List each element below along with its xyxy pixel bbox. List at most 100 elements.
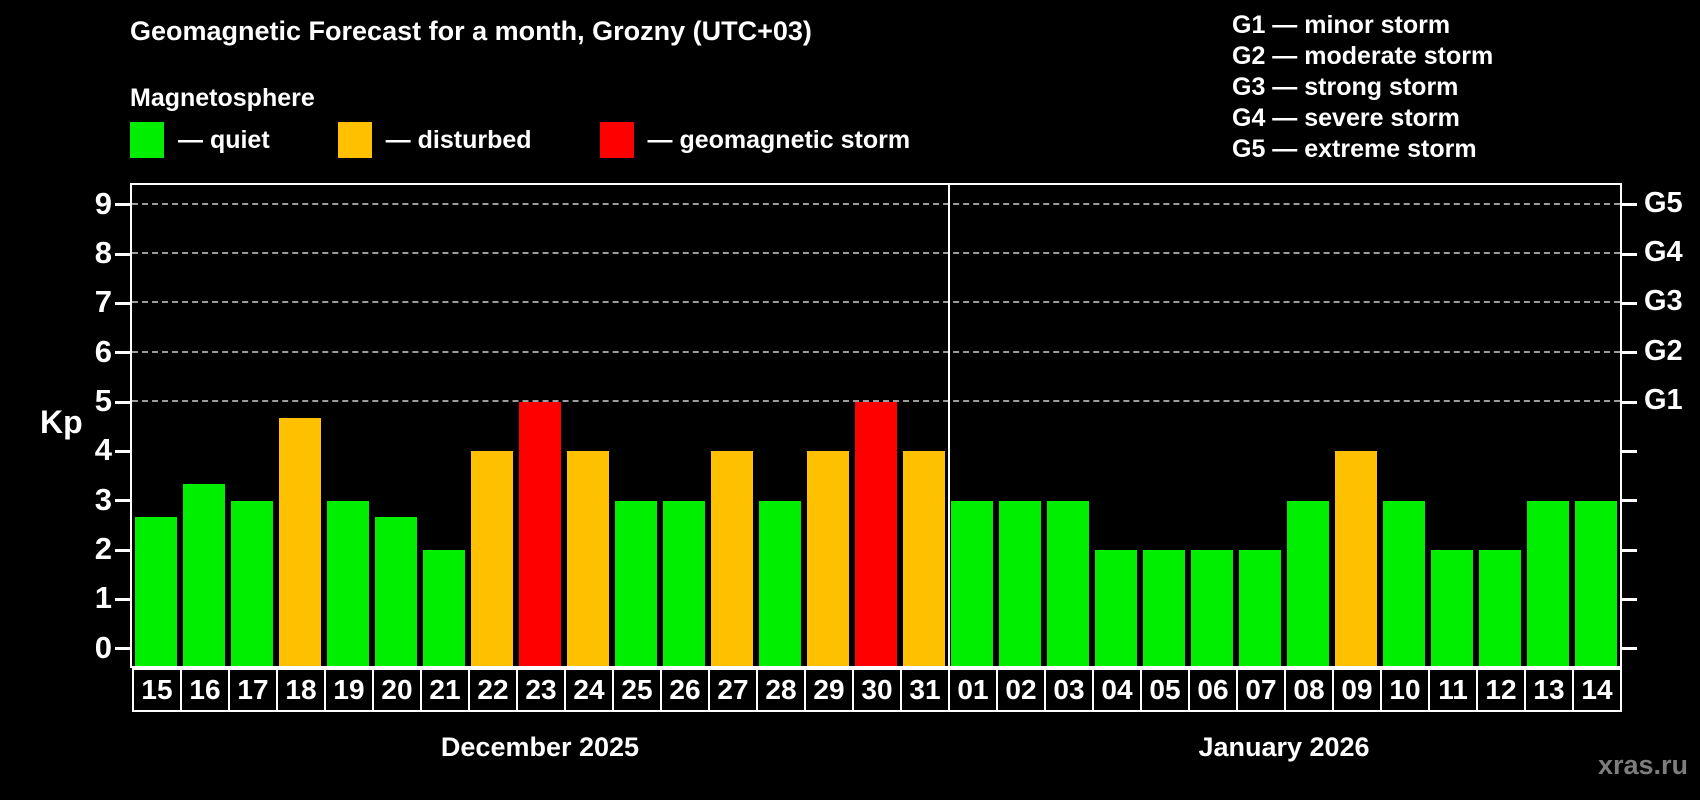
kp-bar bbox=[1095, 550, 1137, 666]
kp-bar bbox=[1287, 500, 1329, 666]
gridline-kp7 bbox=[132, 301, 1620, 304]
y-axis-tick-left bbox=[115, 449, 130, 453]
kp-bar bbox=[1383, 500, 1425, 666]
kp-bar bbox=[567, 451, 609, 666]
legend-item-disturbed: — disturbed bbox=[337, 122, 532, 158]
legend-label-storm: — geomagnetic storm bbox=[647, 125, 911, 154]
y-axis-label: 8 bbox=[94, 235, 112, 271]
g-axis-label: G5 bbox=[1644, 186, 1683, 219]
g-scale-legend-line: G4 — severe storm bbox=[1232, 104, 1460, 132]
day-axis-row: 15 16 17 18 19 20 21 22 23 24 25 26 27 28 29 30 31 01 02 03… bbox=[132, 668, 1622, 712]
kp-bar bbox=[327, 500, 369, 666]
kp-bar bbox=[951, 500, 993, 666]
disturbed-swatch-icon bbox=[337, 122, 372, 158]
storm-swatch-icon bbox=[599, 122, 634, 158]
y-axis-label: 2 bbox=[94, 531, 112, 567]
watermark: xras.ru bbox=[1597, 750, 1688, 780]
kp-bar bbox=[999, 500, 1041, 666]
g-scale-legend-line: G2 — moderate storm bbox=[1232, 42, 1494, 70]
g-axis-label: G1 bbox=[1644, 384, 1683, 417]
day-label-cell: 01 bbox=[948, 668, 998, 712]
kp-bar bbox=[855, 402, 897, 666]
g-axis-label: G2 bbox=[1644, 334, 1683, 367]
gridline-kp8 bbox=[132, 252, 1620, 255]
day-label-cell: 22 bbox=[468, 668, 518, 712]
kp-bar bbox=[1191, 550, 1233, 666]
y-axis-tick-right bbox=[1622, 252, 1637, 256]
kp-bar bbox=[615, 500, 657, 666]
day-label-cell: 13 bbox=[1524, 668, 1574, 712]
y-axis-tick-left bbox=[115, 597, 130, 601]
day-label-cell: 09 bbox=[1332, 668, 1382, 712]
y-axis-tick-left bbox=[115, 647, 130, 651]
y-axis-tick-right bbox=[1622, 400, 1637, 404]
status-legend: — quiet — disturbed — geomagnetic storm bbox=[130, 122, 978, 158]
quiet-swatch-icon bbox=[130, 122, 164, 158]
y-axis-tick-right bbox=[1622, 301, 1637, 305]
day-label-cell: 23 bbox=[516, 668, 566, 712]
g-axis-label: G4 bbox=[1644, 236, 1683, 269]
kp-bar bbox=[471, 451, 513, 666]
kp-bar bbox=[1527, 500, 1569, 666]
month-divider-line bbox=[948, 185, 950, 666]
y-axis-tick-left bbox=[115, 252, 130, 256]
day-label-cell: 29 bbox=[804, 668, 854, 712]
day-label-cell: 10 bbox=[1380, 668, 1430, 712]
day-label-cell: 17 bbox=[228, 668, 278, 712]
y-axis-label: 5 bbox=[94, 383, 112, 419]
day-label-cell: 12 bbox=[1476, 668, 1526, 712]
day-label-cell: 30 bbox=[852, 668, 902, 712]
y-axis-tick-right bbox=[1622, 203, 1637, 207]
month-label-january: January 2026 bbox=[1198, 732, 1370, 762]
plot-area bbox=[130, 183, 1622, 668]
y-axis-tick-right bbox=[1622, 647, 1637, 651]
day-label-cell: 11 bbox=[1428, 668, 1478, 712]
legend-label-quiet: — quiet bbox=[178, 125, 270, 154]
kp-bar bbox=[1047, 500, 1089, 666]
y-axis-tick-right bbox=[1622, 351, 1637, 355]
day-label-cell: 14 bbox=[1572, 668, 1622, 712]
day-label-cell: 19 bbox=[324, 668, 374, 712]
y-axis-label: 3 bbox=[94, 481, 112, 517]
kp-bar bbox=[1575, 500, 1617, 666]
day-label-cell: 25 bbox=[612, 668, 662, 712]
y-axis-tick-right bbox=[1622, 597, 1637, 601]
day-label-cell: 31 bbox=[900, 668, 950, 712]
y-axis-title: Kp bbox=[40, 404, 83, 440]
day-label-cell: 02 bbox=[996, 668, 1046, 712]
kp-bar bbox=[1431, 550, 1473, 666]
kp-bar bbox=[135, 517, 177, 666]
y-axis-tick-left bbox=[115, 400, 130, 404]
kp-bar bbox=[423, 550, 465, 666]
magnetosphere-label: Magnetosphere bbox=[130, 84, 315, 112]
gridline-kp6 bbox=[132, 350, 1620, 353]
g-scale-legend-line: G1 — minor storm bbox=[1232, 11, 1451, 39]
day-label-cell: 24 bbox=[564, 668, 614, 712]
y-axis-tick-right bbox=[1622, 548, 1637, 552]
kp-bar bbox=[1479, 550, 1521, 666]
y-axis-tick-left bbox=[115, 499, 130, 503]
kp-bar bbox=[1239, 550, 1281, 666]
chart-title: Geomagnetic Forecast for a month, Grozny… bbox=[130, 16, 812, 46]
y-axis-tick-left bbox=[115, 351, 130, 355]
day-label-cell: 15 bbox=[132, 668, 182, 712]
day-label-cell: 03 bbox=[1044, 668, 1094, 712]
legend-item-storm: — geomagnetic storm bbox=[599, 122, 911, 158]
day-label-cell: 05 bbox=[1140, 668, 1190, 712]
day-label-cell: 21 bbox=[420, 668, 470, 712]
g-scale-legend: G1 — minor storm G2 — moderate storm G3 — … bbox=[1232, 10, 1493, 165]
g-scale-legend-line: G3 — strong storm bbox=[1232, 73, 1459, 101]
day-label-cell: 26 bbox=[660, 668, 710, 712]
legend-item-quiet: — quiet bbox=[130, 122, 270, 158]
day-label-cell: 20 bbox=[372, 668, 422, 712]
kp-bar bbox=[711, 451, 753, 666]
kp-bar bbox=[759, 500, 801, 666]
y-axis-tick-left bbox=[115, 301, 130, 305]
legend-label-disturbed: — disturbed bbox=[385, 125, 532, 154]
gridline-kp5 bbox=[132, 400, 1620, 403]
kp-bar bbox=[903, 451, 945, 666]
kp-bar bbox=[1335, 451, 1377, 666]
kp-bar bbox=[183, 484, 225, 666]
y-axis-tick-left bbox=[115, 548, 130, 552]
